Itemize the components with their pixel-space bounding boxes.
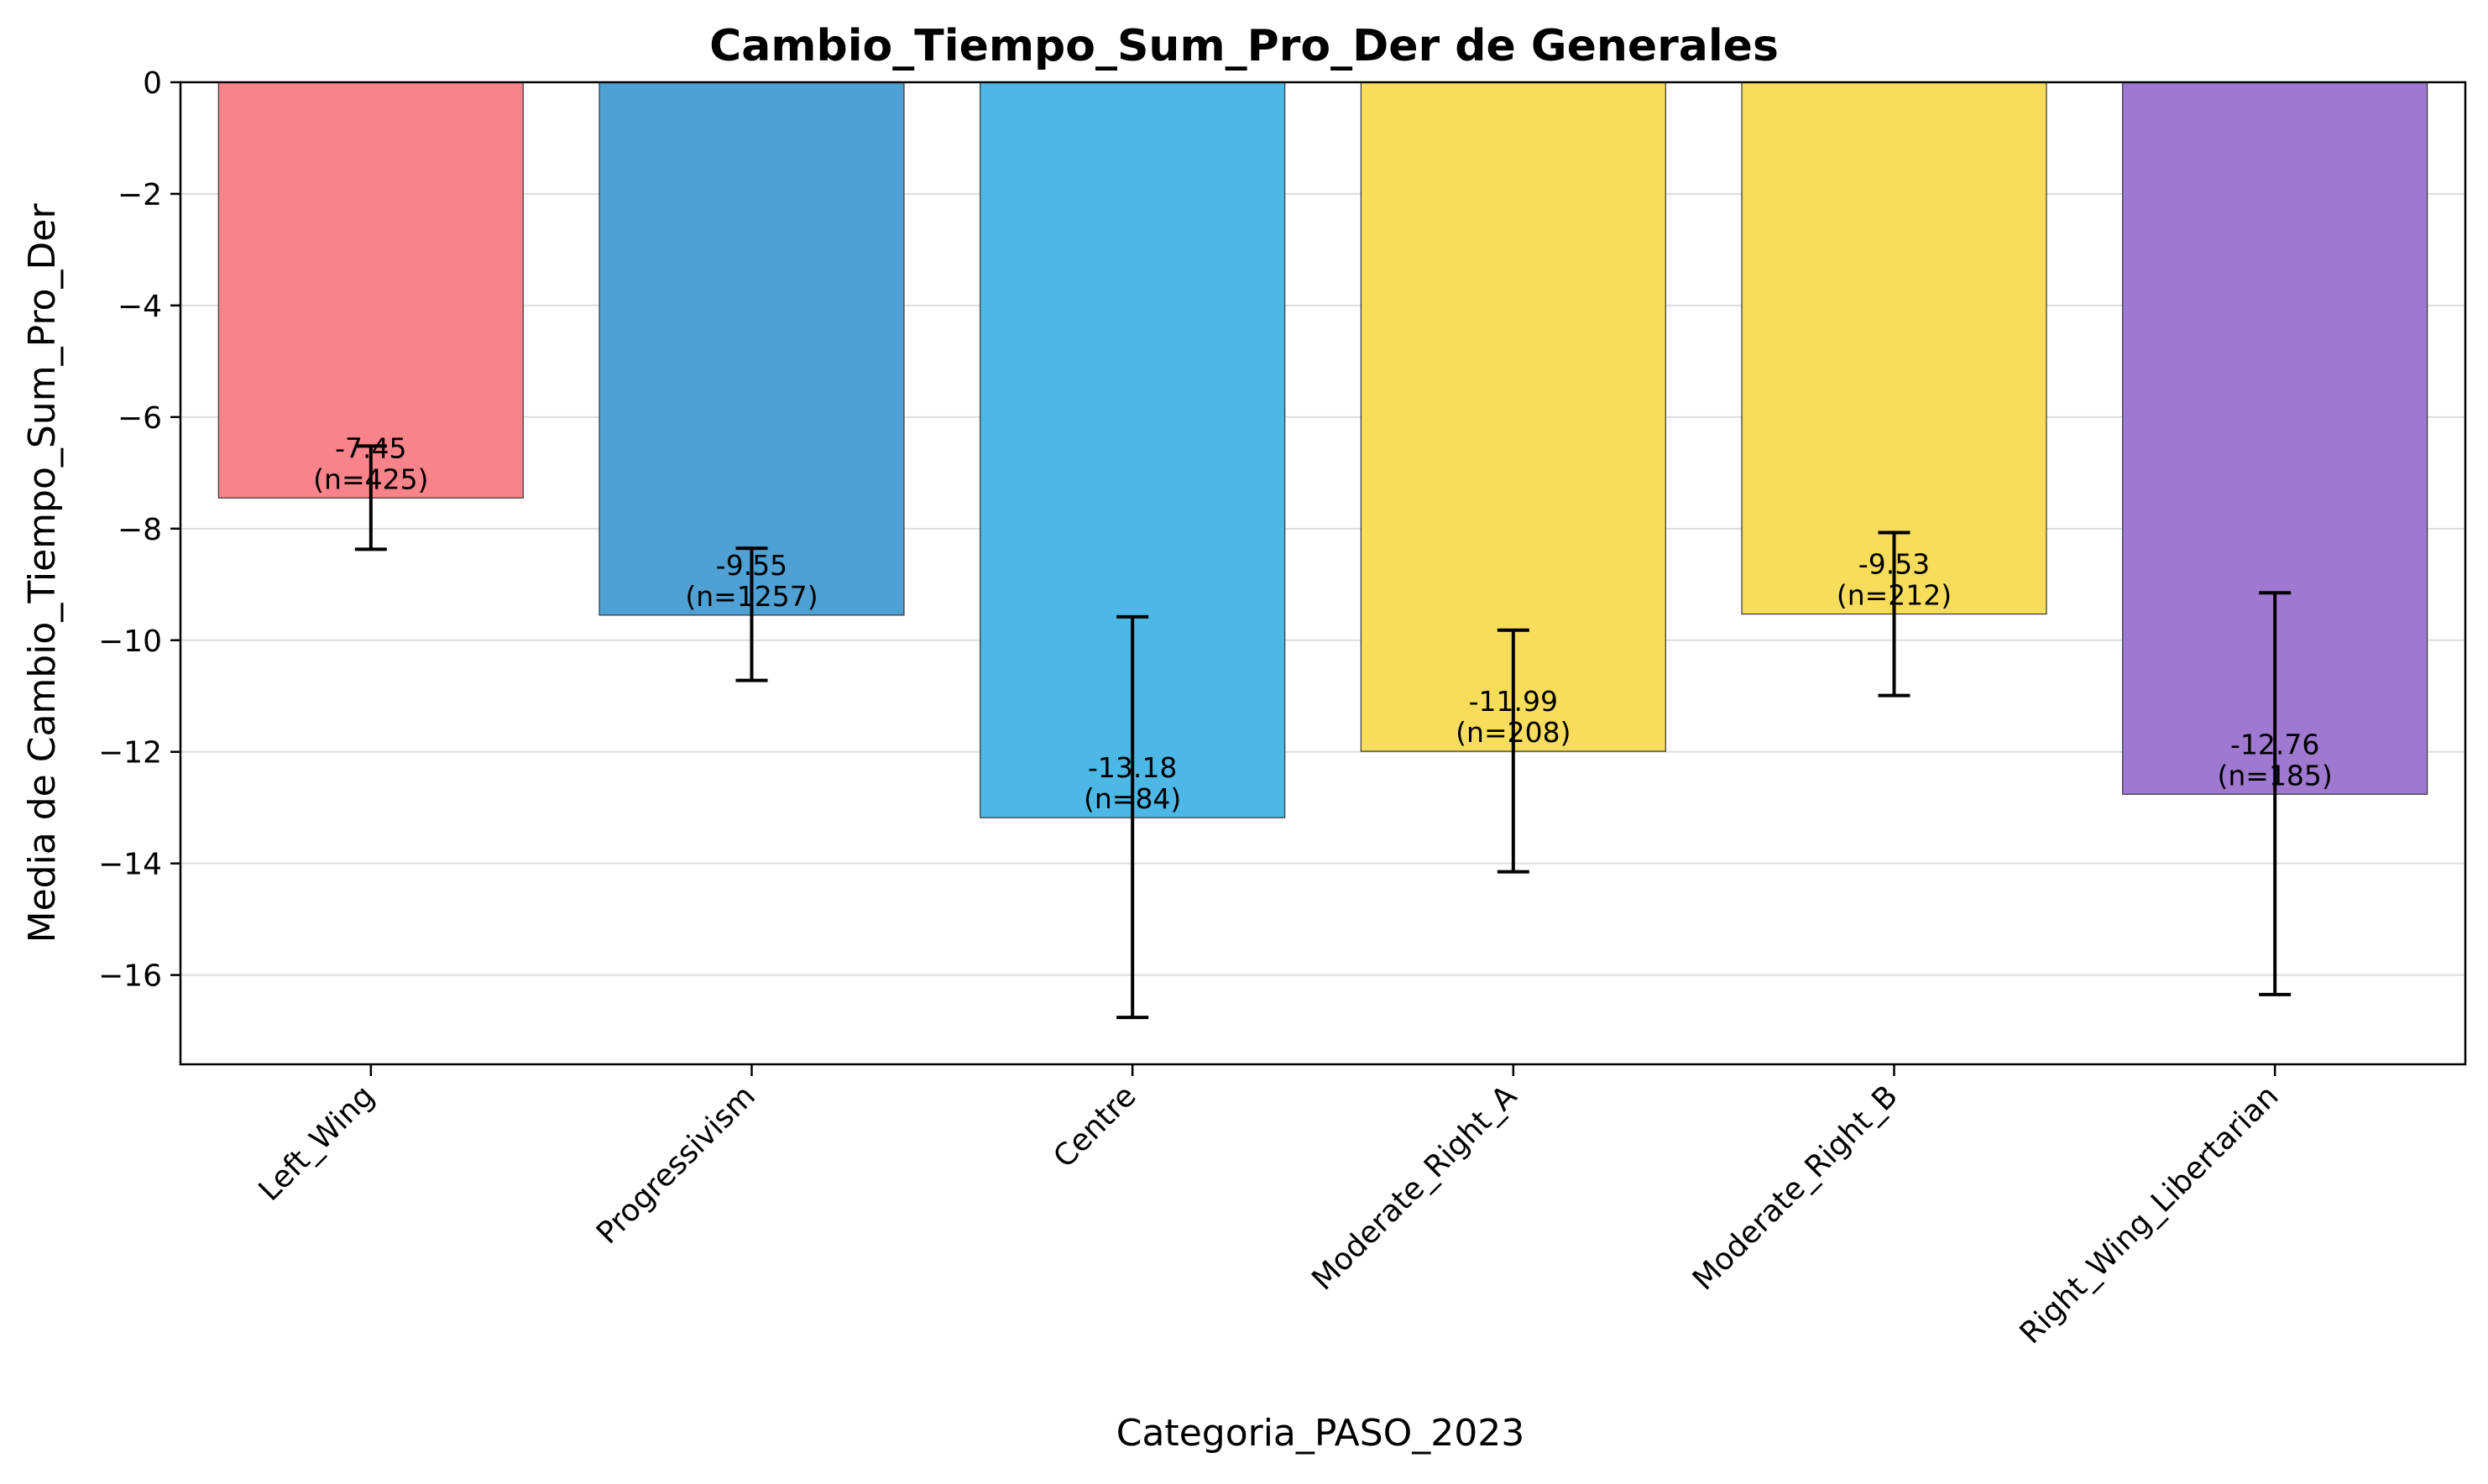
n-label: (n=84): [1084, 782, 1181, 815]
y-tick-label: −6: [118, 401, 162, 436]
y-tick-label: −2: [118, 178, 162, 212]
y-tick-label: −4: [118, 290, 162, 324]
n-label: (n=208): [1456, 716, 1571, 749]
bars: [217, 81, 2428, 818]
chart-title: Cambio_Tiempo_Sum_Pro_Der de Generales: [709, 21, 1779, 71]
value-label: -13.18: [1088, 751, 1177, 784]
y-tick-label: −10: [98, 624, 162, 659]
y-axis: 0 −2 −4 −6 −8 −10 −12 −14 −16: [98, 66, 180, 994]
x-axis: Left_Wing Progressivism Centre Moderate_Rig…: [253, 1064, 2286, 1351]
n-label: (n=425): [313, 462, 428, 495]
x-axis-label: Categoria_PASO_2023: [1116, 1412, 1525, 1455]
grid: [180, 81, 2465, 976]
error-bars: [354, 444, 2292, 1020]
x-tick-label: Left_Wing: [253, 1079, 382, 1208]
y-tick-label: 0: [143, 66, 162, 101]
y-tick-label: −12: [98, 736, 162, 771]
x-tick-label: Progressivism: [590, 1079, 762, 1251]
value-label: -11.99: [1469, 685, 1558, 718]
value-label: -12.76: [2230, 728, 2319, 760]
bar: [1741, 81, 2047, 615]
data-labels: -7.45(n=425) -9.55(n=1257) -13.18(n=84) -11…: [313, 431, 2333, 815]
x-tick-label: Moderate_Right_B: [1686, 1079, 1905, 1297]
y-tick-label: −8: [118, 513, 162, 547]
y-axis-label: Media de Cambio_Tiempo_Sum_Pro_Der: [21, 203, 64, 943]
x-tick-label: Moderate_Right_A: [1305, 1079, 1524, 1297]
n-label: (n=212): [1837, 579, 1952, 612]
value-label: -7.45: [335, 431, 406, 464]
value-label: -9.53: [1858, 548, 1930, 581]
x-tick-label: Centre: [1047, 1079, 1142, 1174]
bar: [217, 81, 524, 499]
y-tick-label: −14: [98, 848, 162, 882]
value-label: -9.55: [716, 549, 787, 582]
n-label: (n=1257): [685, 580, 818, 613]
bar: [598, 81, 905, 616]
y-tick-label: −16: [98, 959, 162, 994]
x-tick-label: Right_Wing_Libertarian: [2014, 1079, 2286, 1351]
n-label: (n=185): [2218, 759, 2333, 792]
plot-frame: [179, 81, 2467, 1066]
